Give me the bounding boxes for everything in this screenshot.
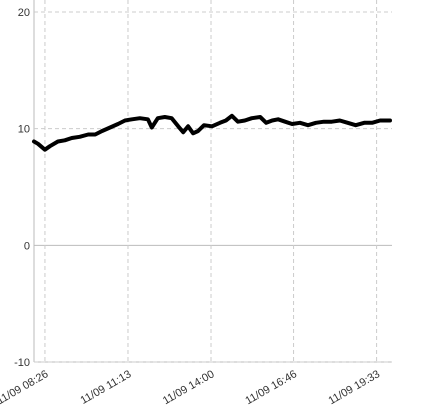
x-tick-label: 11/09 14:00 <box>161 368 217 407</box>
y-tick-label: 0 <box>24 240 30 252</box>
x-tick-label: 11/09 11:13 <box>79 368 134 407</box>
x-tick-label: 11/09 08:26 <box>0 368 50 407</box>
y-tick-label: 20 <box>18 7 30 19</box>
y-tick-label: -10 <box>14 357 30 369</box>
x-tick-label: 11/09 19:33 <box>326 368 382 407</box>
x-tick-label: 11/09 16:46 <box>243 368 299 407</box>
y-tick-label: 10 <box>18 124 30 136</box>
line <box>32 113 392 152</box>
